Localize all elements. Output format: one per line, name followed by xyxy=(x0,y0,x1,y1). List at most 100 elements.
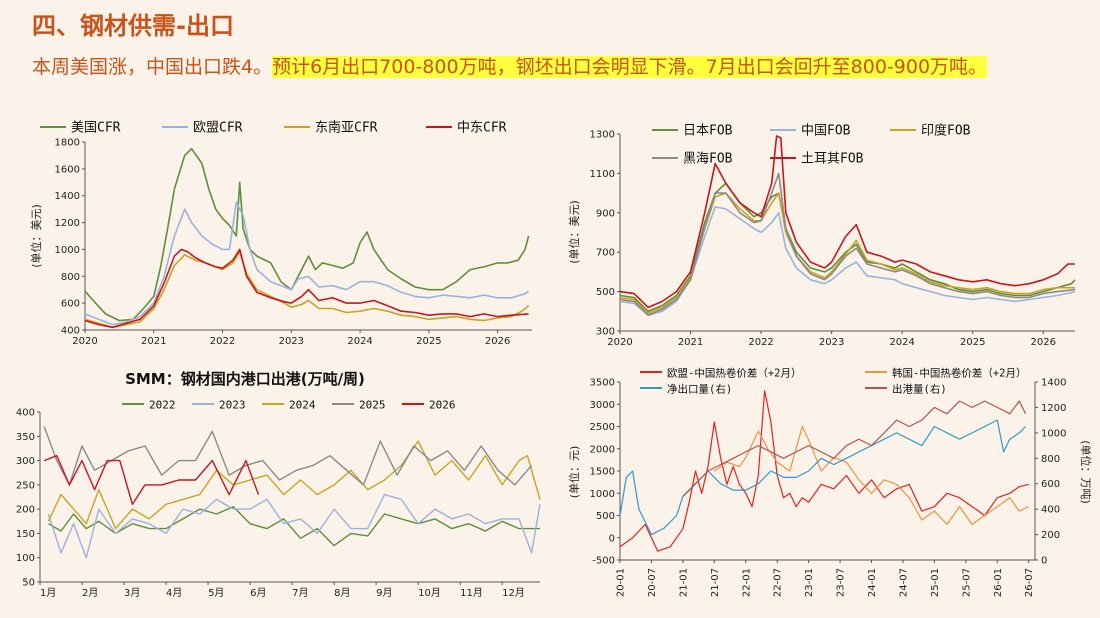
spread-export-chart: -500 0 500 1000 1500 2000 2500 3000 3500 0 200 400 6… xyxy=(567,367,1093,598)
legend-label: 欧盟-中国热卷价差（+2月） xyxy=(667,367,801,380)
legend-label: 中国FOB xyxy=(801,124,851,139)
series-line-2 xyxy=(84,251,530,329)
x-tick-label: 2022 xyxy=(210,336,235,347)
y-tick-label: 900 xyxy=(596,208,615,219)
x-tick-label: 22-01 xyxy=(741,568,752,597)
y-tick-label: 250 xyxy=(16,480,35,491)
y-axis-label: (单位：美元) xyxy=(567,200,581,264)
series-line-3 xyxy=(682,400,1027,497)
legend-label: 欧盟CFR xyxy=(193,121,243,136)
legend-label: 2023 xyxy=(219,399,246,412)
y-tick-label: 2000 xyxy=(590,444,615,455)
x-tick-label: 24-07 xyxy=(898,568,909,597)
y-tick-label: 1000 xyxy=(590,489,615,500)
y-tick-label: 1300 xyxy=(590,130,615,141)
series-line-1 xyxy=(619,206,1076,316)
x-tick-label: 21-01 xyxy=(678,568,689,597)
legend-label: 韩国-中国热卷价差（+2月） xyxy=(892,367,1026,380)
x-tick-label: 23-01 xyxy=(804,568,815,597)
x-tick-label: 7月 xyxy=(292,587,308,599)
y-tick-label: 400 xyxy=(61,326,80,337)
x-tick-label: 6月 xyxy=(250,587,266,599)
x-tick-label: 2021 xyxy=(678,337,703,348)
smm-port-outflow-chart: 50 100 150 200 250 300 350 400 1月 2月 3月 4月 5月 6月 7月 8月 9… xyxy=(16,370,541,599)
y-tick-label: 3000 xyxy=(590,400,615,411)
y-right-tick-label: 600 xyxy=(1041,479,1060,490)
x-tick-label: 8月 xyxy=(334,587,350,599)
legend-label: 2024 xyxy=(289,399,316,412)
y-right-tick-label: 400 xyxy=(1041,505,1060,516)
y-tick-label: 1400 xyxy=(55,191,80,202)
series-line-0 xyxy=(84,147,530,322)
x-tick-label: 2022 xyxy=(748,337,773,348)
y-tick-label: 100 xyxy=(16,553,35,564)
x-tick-label: 9月 xyxy=(376,587,392,599)
series-line-3 xyxy=(43,426,533,486)
x-tick-label: 23-07 xyxy=(836,568,847,597)
legend-label: 印度FOB xyxy=(921,123,971,139)
subtitle-plain: 本周美国涨，中国出口跌4。 xyxy=(32,56,273,78)
x-tick-label: 21-07 xyxy=(710,568,721,597)
x-tick-label: 25-07 xyxy=(961,568,972,597)
y-tick-label: 1100 xyxy=(590,169,615,180)
y-tick-label: 2500 xyxy=(590,422,615,433)
y-right-tick-label: 1000 xyxy=(1041,428,1066,439)
x-tick-label: 12月 xyxy=(502,587,525,599)
legend-label: 东南亚CFR xyxy=(315,120,378,136)
series-line-4 xyxy=(619,135,1075,309)
x-tick-label: 2024 xyxy=(889,337,914,348)
y-tick-label: 150 xyxy=(16,529,35,540)
x-tick-label: 20-07 xyxy=(647,568,658,597)
y-tick-label: 400 xyxy=(16,408,35,419)
legend-label: 美国CFR xyxy=(71,121,121,136)
y-tick-label: 500 xyxy=(596,511,615,522)
y-tick-label: 300 xyxy=(16,456,35,467)
x-tick-label: 2023 xyxy=(279,336,304,347)
series-line-3 xyxy=(619,172,1076,316)
y-right-tick-label: 800 xyxy=(1041,454,1060,465)
y-tick-label: 1800 xyxy=(55,138,80,149)
x-tick-label: 2025 xyxy=(960,337,985,348)
y-right-tick-label: 0 xyxy=(1041,556,1047,567)
x-tick-label: 2020 xyxy=(72,336,97,347)
y-tick-label: 700 xyxy=(596,248,615,259)
y-tick-label: 300 xyxy=(596,327,615,338)
legend-label: 日本FOB xyxy=(683,124,733,139)
series-line-1 xyxy=(84,201,530,326)
legend-label: 黑海FOB xyxy=(683,152,733,167)
x-tick-label: 20-01 xyxy=(616,568,627,597)
series-line-4 xyxy=(43,454,260,506)
y-tick-label: 1200 xyxy=(55,218,80,229)
series-line-2 xyxy=(619,419,1027,536)
legend-label: 2026 xyxy=(429,399,456,412)
series-line-1 xyxy=(713,425,1029,525)
y-tick-label: 600 xyxy=(61,299,80,310)
y-tick-label: -500 xyxy=(592,556,615,567)
page-subtitle: 本周美国涨，中国出口跌4。预计6月出口700-800万吨，钢坯出口会明显下滑。7… xyxy=(32,52,988,79)
x-tick-label: 11月 xyxy=(460,587,483,599)
y-right-tick-label: 1200 xyxy=(1041,403,1066,414)
x-tick-label: 24-01 xyxy=(867,568,878,597)
x-tick-label: 3月 xyxy=(124,587,140,599)
series-line-0 xyxy=(619,182,1076,313)
series-line-0 xyxy=(619,390,1029,552)
legend-label: 土耳其FOB xyxy=(801,152,864,167)
page-title: 四、钢材供需-出口 xyxy=(32,12,234,40)
x-tick-label: 2026 xyxy=(1031,337,1056,348)
x-tick-label: 2020 xyxy=(607,337,632,348)
x-tick-label: 25-01 xyxy=(930,568,941,597)
series-line-2 xyxy=(47,440,541,530)
legend-label: 中东CFR xyxy=(457,121,507,136)
x-tick-label: 5月 xyxy=(208,587,224,599)
x-tick-label: 2月 xyxy=(82,587,98,599)
series-line-0 xyxy=(48,505,540,547)
x-tick-label: 26-01 xyxy=(993,568,1004,597)
x-tick-label: 2025 xyxy=(416,336,441,347)
y-tick-label: 350 xyxy=(16,432,35,443)
y-tick-label: 3500 xyxy=(590,378,615,389)
x-tick-label: 2024 xyxy=(347,336,372,347)
subtitle-highlight: 预计6月出口700-800万吨，钢坯出口会明显下滑。7月出口会回升至800-90… xyxy=(272,56,988,78)
legend-label: 净出口量(右) xyxy=(667,383,732,396)
y-tick-label: 800 xyxy=(61,272,80,283)
y-tick-label: 1600 xyxy=(55,164,80,175)
